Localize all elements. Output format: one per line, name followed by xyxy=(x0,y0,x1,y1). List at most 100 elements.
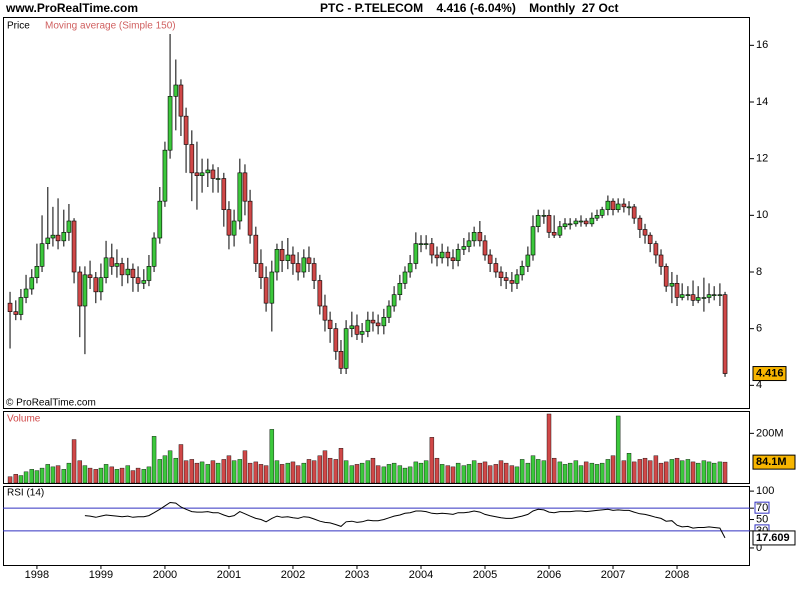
volume-bar xyxy=(34,470,40,484)
volume-bar xyxy=(658,462,664,484)
candle-body xyxy=(167,96,173,151)
candle-body xyxy=(39,243,45,267)
candle-body xyxy=(301,257,307,273)
candle-body xyxy=(119,263,125,276)
candle-body xyxy=(637,217,643,230)
volume-bar xyxy=(487,465,493,484)
candle-body xyxy=(242,172,248,202)
volume-bar xyxy=(130,470,136,484)
volume-bar xyxy=(647,460,653,484)
last-value-label: 4.416 xyxy=(756,367,784,379)
volume-bar xyxy=(173,457,179,484)
volume-bar xyxy=(722,461,728,484)
volume-bar xyxy=(642,457,648,484)
volume-bar xyxy=(509,465,515,484)
last-value-box xyxy=(752,530,796,546)
y-tick-label: 6 xyxy=(756,323,762,335)
x-tick-label: 2003 xyxy=(345,569,369,581)
volume-bar xyxy=(178,444,184,484)
volume-bar xyxy=(525,462,531,484)
volume-bar xyxy=(322,450,328,484)
candle-body xyxy=(87,274,93,278)
candle-body xyxy=(45,237,51,244)
candle-body xyxy=(311,263,317,281)
volume-bar xyxy=(434,457,440,484)
candle-body xyxy=(541,215,547,217)
volume-bar xyxy=(493,464,499,484)
candle-body xyxy=(322,305,328,321)
candle-body xyxy=(434,254,440,259)
x-tick-label: 2002 xyxy=(281,569,305,581)
volume-bar xyxy=(263,465,269,484)
volume-bar xyxy=(141,469,147,484)
volume-bar xyxy=(530,455,536,484)
panel-title: RSI (14) xyxy=(7,488,44,499)
x-tick-label: 2005 xyxy=(473,569,497,581)
candle-body xyxy=(461,246,467,250)
candle-body xyxy=(429,243,435,256)
candle-body xyxy=(375,322,381,327)
volume-bar xyxy=(343,460,349,484)
candle-body xyxy=(349,325,355,329)
volume-bar xyxy=(258,464,264,484)
x-tick-label: 2004 xyxy=(409,569,433,581)
volume-bar xyxy=(573,460,579,484)
volume-bar xyxy=(663,461,669,484)
volume-bar xyxy=(594,464,600,484)
volume-bar xyxy=(317,455,323,484)
candle-body xyxy=(162,149,168,202)
volume-bar xyxy=(439,464,445,484)
candle-body xyxy=(215,178,221,180)
volume-bar xyxy=(333,459,339,484)
volume-bar xyxy=(578,465,584,484)
candle-body xyxy=(61,232,67,242)
volume-bar xyxy=(455,462,461,484)
candle-body xyxy=(194,172,200,176)
volume-bar xyxy=(114,469,120,484)
candle-body xyxy=(647,234,653,244)
volume-bar xyxy=(269,429,275,484)
rsi-line xyxy=(84,501,726,539)
volume-bar xyxy=(237,459,243,484)
volume-bar xyxy=(50,466,56,484)
candle-body xyxy=(514,274,520,284)
volume-bar xyxy=(423,460,429,484)
volume-bar xyxy=(205,464,211,484)
volume-bar xyxy=(13,474,19,484)
volume-bar xyxy=(365,460,371,484)
candle-body xyxy=(178,84,184,117)
candle-body xyxy=(573,220,579,225)
volume-bar xyxy=(71,439,77,484)
candle-body xyxy=(471,232,477,242)
candle-body xyxy=(359,331,365,335)
volume-bar xyxy=(461,465,467,484)
candle-body xyxy=(157,200,163,239)
volume-bar xyxy=(466,464,472,484)
candle-body xyxy=(82,274,88,307)
candle-body xyxy=(487,254,493,264)
candle-body xyxy=(327,319,333,329)
candle-body xyxy=(455,249,461,261)
candle-body xyxy=(583,220,589,225)
volume-bar xyxy=(541,460,547,484)
volume-bar xyxy=(679,460,685,484)
candle-body xyxy=(631,206,637,219)
candle-body xyxy=(498,271,504,278)
rsi-panel xyxy=(3,486,750,566)
volume-bar xyxy=(418,462,424,484)
volume-bar xyxy=(285,462,291,484)
candle-body xyxy=(445,251,451,259)
candle-body xyxy=(258,263,264,278)
volume-bar xyxy=(301,462,307,484)
candle-body xyxy=(343,328,349,369)
y-tick-label: 12 xyxy=(756,153,768,165)
y-tick-label: 16 xyxy=(756,39,768,51)
candle-body xyxy=(333,328,339,352)
volume-bar xyxy=(610,455,616,484)
candle-body xyxy=(210,169,216,179)
volume-bar xyxy=(61,469,67,484)
candle-body xyxy=(109,257,115,267)
volume-bar xyxy=(695,462,701,484)
candle-body xyxy=(50,234,56,239)
candle-body xyxy=(674,283,680,298)
